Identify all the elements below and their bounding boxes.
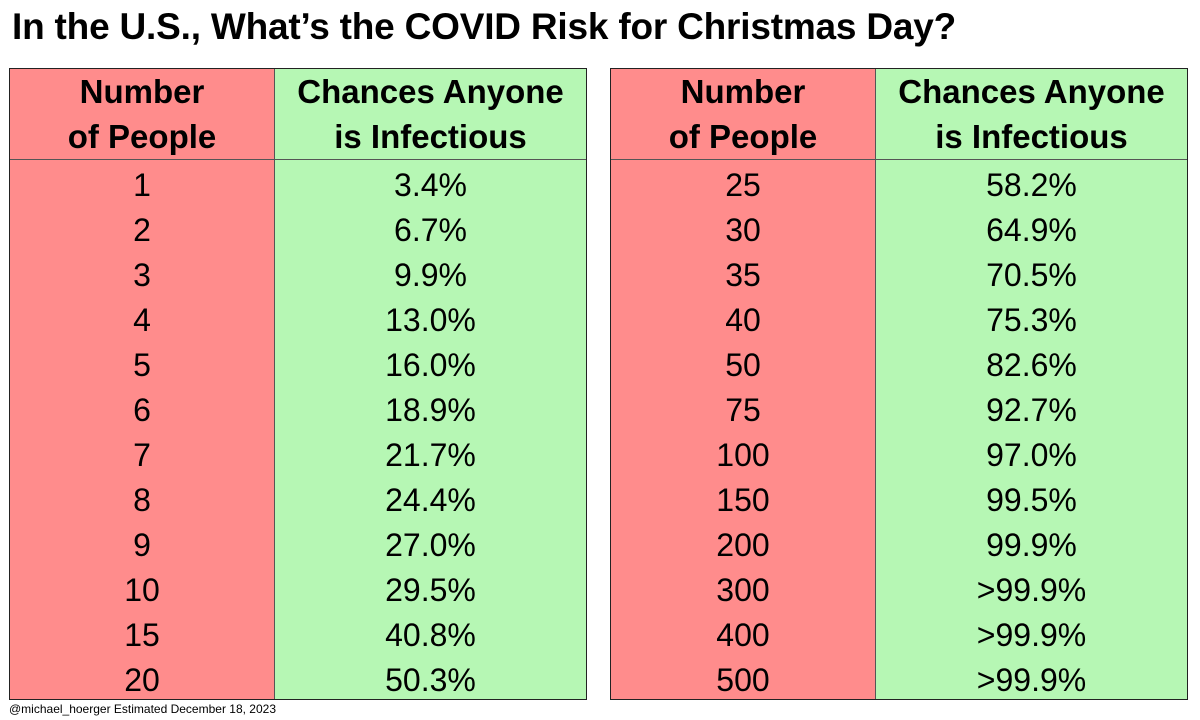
right-people-cells: 25 30 35 40 50 75 100 150 200 300 400 500 <box>611 160 875 703</box>
chance-cell: 6.7% <box>394 212 467 248</box>
header-text: Chances Anyone <box>297 73 564 110</box>
chance-cell: 70.5% <box>986 257 1077 293</box>
left-people-cells: 1 2 3 4 5 6 7 8 9 10 15 20 <box>10 160 274 703</box>
people-cell: 40 <box>725 302 761 338</box>
people-cell: 15 <box>124 617 160 653</box>
people-cell: 4 <box>133 302 151 338</box>
chance-cell: 58.2% <box>986 167 1077 203</box>
chance-cell: 3.4% <box>394 167 467 203</box>
left-chance-column: Chances Anyone is Infectious 3.4% 6.7% 9.9… <box>274 69 586 699</box>
people-cell: 7 <box>133 437 151 473</box>
page-title: In the U.S., What’s the COVID Risk for C… <box>12 6 957 47</box>
right-people-header: Number of People <box>611 69 875 160</box>
people-cell: 5 <box>133 347 151 383</box>
people-cell: 35 <box>725 257 761 293</box>
chance-cell: 21.7% <box>385 437 476 473</box>
people-cell: 20 <box>124 662 160 698</box>
right-people-column: Number of People 25 30 35 40 50 75 100 150 200 30… <box>611 69 875 699</box>
chance-cell: 75.3% <box>986 302 1077 338</box>
people-cell: 6 <box>133 392 151 428</box>
chance-cell: 99.5% <box>986 482 1077 518</box>
people-cell: 25 <box>725 167 761 203</box>
people-cell: 30 <box>725 212 761 248</box>
right-chance-header: Chances Anyone is Infectious <box>876 69 1187 160</box>
header-text: of People <box>67 118 217 155</box>
chance-cell: 99.9% <box>986 527 1077 563</box>
people-cell: 3 <box>133 257 151 293</box>
left-table: Number of People 1 2 3 4 5 6 7 8 9 10 15 20 Chances… <box>9 68 587 700</box>
chance-cell: >99.9% <box>976 572 1087 608</box>
chance-cell: 29.5% <box>385 572 476 608</box>
people-cell: 10 <box>124 572 160 608</box>
header-text: Number <box>680 73 806 110</box>
people-cell: 300 <box>716 572 770 608</box>
people-cell: 2 <box>133 212 151 248</box>
header-text: is Infectious <box>935 118 1128 155</box>
chance-cell: 27.0% <box>385 527 476 563</box>
people-cell: 500 <box>716 662 770 698</box>
right-chance-cells: 58.2% 64.9% 70.5% 75.3% 82.6% 92.7% 97.0% 99.5%… <box>876 160 1187 703</box>
header-text: Chances Anyone <box>898 73 1165 110</box>
chance-cell: >99.9% <box>976 662 1087 698</box>
left-chance-header: Chances Anyone is Infectious <box>275 69 586 160</box>
people-cell: 75 <box>725 392 761 428</box>
chance-cell: 24.4% <box>385 482 476 518</box>
people-cell: 1 <box>133 167 151 203</box>
credit-line: @michael_hoerger Estimated December 18, … <box>9 702 276 716</box>
chance-cell: 97.0% <box>986 437 1077 473</box>
people-cell: 400 <box>716 617 770 653</box>
people-cell: 9 <box>133 527 151 563</box>
chance-cell: >99.9% <box>976 617 1087 653</box>
right-table: Number of People 25 30 35 40 50 75 100 150 200 30… <box>610 68 1188 700</box>
people-cell: 100 <box>716 437 770 473</box>
left-people-header: Number of People <box>10 69 274 160</box>
chance-cell: 64.9% <box>986 212 1077 248</box>
chance-cell: 16.0% <box>385 347 476 383</box>
header-text: is Infectious <box>334 118 527 155</box>
chance-cell: 9.9% <box>394 257 467 293</box>
left-chance-cells: 3.4% 6.7% 9.9% 13.0% 16.0% 18.9% 21.7% 24.4% 27.… <box>275 160 586 703</box>
people-cell: 150 <box>716 482 770 518</box>
people-cell: 50 <box>725 347 761 383</box>
chance-cell: 13.0% <box>385 302 476 338</box>
header-text: of People <box>668 118 818 155</box>
chance-cell: 92.7% <box>986 392 1077 428</box>
people-cell: 200 <box>716 527 770 563</box>
chance-cell: 50.3% <box>385 662 476 698</box>
header-text: Number <box>79 73 205 110</box>
left-people-column: Number of People 1 2 3 4 5 6 7 8 9 10 15 20 <box>10 69 274 699</box>
chance-cell: 18.9% <box>385 392 476 428</box>
right-chance-column: Chances Anyone is Infectious 58.2% 64.9% 7… <box>875 69 1187 699</box>
people-cell: 8 <box>133 482 151 518</box>
chance-cell: 40.8% <box>385 617 476 653</box>
chance-cell: 82.6% <box>986 347 1077 383</box>
